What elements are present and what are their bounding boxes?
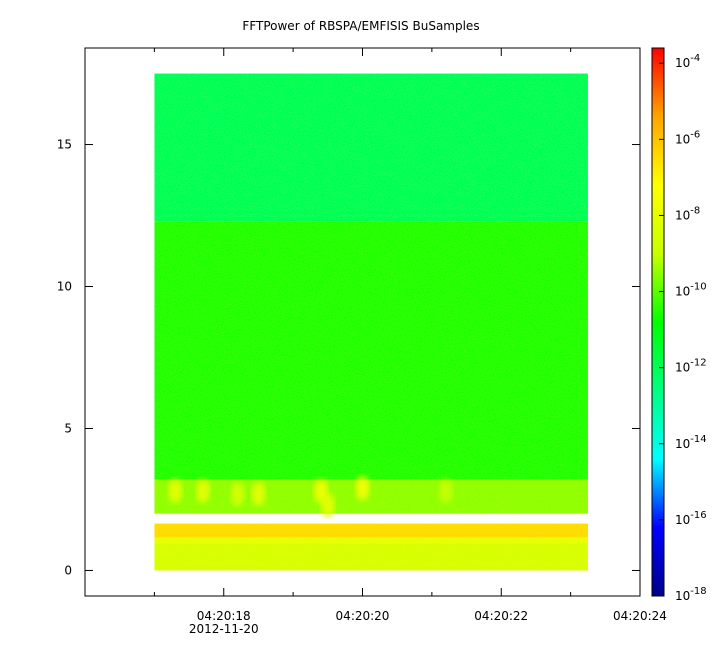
y-tick-label: 15: [57, 138, 72, 152]
colorbar-tick-label: 10-12: [675, 358, 707, 375]
x-tick-label: 04:20:22: [474, 609, 528, 623]
colorbar-tick-label: 10-16: [675, 510, 707, 527]
colorbar-axis: 10-4 10-6 10-8 10-10 10-12 10-14 10-16 10-18: [659, 53, 707, 603]
y-tick-label: 10: [57, 280, 72, 294]
y-tick-label: 0: [64, 563, 72, 577]
colorbar-tick-label: 10-8: [675, 205, 700, 222]
x-tick-label: 04:20:24: [613, 609, 667, 623]
x-tick-sublabel: 2012-11-20: [189, 622, 259, 636]
y-axis: 0 5 10 15: [57, 138, 640, 577]
x-tick-label: 04:20:20: [336, 609, 390, 623]
chart-title: FFTPower of RBSPA/EMFISIS BuSamples: [242, 19, 479, 33]
colorbar: [651, 47, 665, 597]
colorbar-tick-label: 10-4: [675, 53, 700, 70]
colorbar-tick-label: 10-6: [675, 129, 700, 146]
colorbar-tick-label: 10-10: [675, 282, 707, 299]
x-tick-label: 04:20:18: [197, 609, 251, 623]
colorbar-tick-label: 10-18: [675, 586, 707, 603]
heatmap-texture: [154, 73, 588, 571]
colorbar-tick-label: 10-14: [675, 434, 707, 451]
heatmap-noise: [154, 73, 588, 571]
y-tick-label: 5: [64, 421, 72, 435]
